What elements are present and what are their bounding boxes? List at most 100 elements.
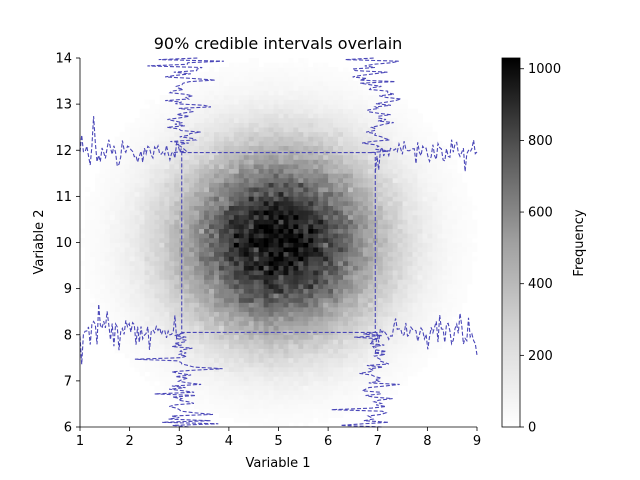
heatmap-cell: [298, 380, 304, 386]
heatmap-cell: [213, 233, 220, 239]
heatmap-cell: [338, 224, 344, 230]
heatmap-cell: [84, 187, 91, 193]
heatmap-cell: [268, 127, 274, 133]
heatmap-cell: [104, 214, 111, 220]
heatmap-cell: [218, 85, 225, 91]
heatmap-cell: [382, 320, 389, 326]
heatmap-cell: [422, 242, 428, 248]
heatmap-cell: [248, 159, 255, 165]
heatmap-cell: [129, 200, 135, 206]
x-tick-label: 1: [76, 434, 84, 449]
heatmap-cell: [333, 330, 339, 336]
heatmap-cell: [442, 145, 448, 151]
heatmap-cell: [367, 117, 374, 123]
heatmap-cell: [164, 237, 170, 243]
y-tick-label: 12: [55, 144, 72, 159]
heatmap-cell: [283, 274, 289, 280]
heatmap-cell: [387, 297, 393, 303]
heatmap-cell: [179, 200, 185, 206]
heatmap-cell: [278, 237, 284, 243]
heatmap-cell: [94, 293, 101, 299]
heatmap-cell: [149, 311, 155, 317]
heatmap-cell: [119, 247, 126, 253]
heatmap-cell: [308, 334, 314, 340]
heatmap-cell: [367, 274, 374, 280]
heatmap-cell: [392, 159, 398, 165]
heatmap-cell: [159, 385, 165, 391]
heatmap-cell: [338, 145, 344, 151]
heatmap-cell: [238, 154, 245, 160]
heatmap-cell: [318, 274, 324, 280]
heatmap-cell: [99, 297, 106, 303]
heatmap-cell: [253, 265, 259, 271]
heatmap-cell: [313, 145, 319, 151]
heatmap-cell: [119, 224, 126, 230]
heatmap-cell: [204, 390, 210, 396]
heatmap-cell: [248, 394, 255, 400]
heatmap-cell: [238, 284, 245, 289]
heatmap-cell: [377, 260, 384, 266]
heatmap-cell: [253, 320, 259, 326]
heatmap-cell: [447, 293, 453, 299]
heatmap-cell: [323, 380, 329, 386]
heatmap-cell: [407, 159, 413, 165]
heatmap-cell: [89, 233, 96, 239]
heatmap-cell: [144, 113, 150, 119]
heatmap-cell: [184, 127, 190, 133]
heatmap-cell: [377, 270, 384, 276]
heatmap-cell: [213, 353, 220, 359]
heatmap-cell: [367, 219, 374, 225]
heatmap-cell: [357, 357, 364, 363]
heatmap-cell: [323, 67, 329, 73]
heatmap-cell: [472, 224, 478, 230]
heatmap-cell: [94, 237, 101, 243]
heatmap-cell: [258, 205, 264, 211]
heatmap-cell: [238, 113, 245, 119]
heatmap-cell: [352, 136, 359, 142]
heatmap-cell: [119, 150, 126, 156]
heatmap-cell: [80, 228, 86, 234]
heatmap-cell: [288, 173, 294, 179]
heatmap-cell: [204, 353, 210, 359]
heatmap-cell: [407, 154, 413, 160]
heatmap-cell: [288, 357, 294, 363]
heatmap-cell: [387, 173, 393, 179]
heatmap-cell: [144, 293, 150, 299]
heatmap-cell: [184, 242, 190, 248]
heatmap-cell: [94, 297, 101, 303]
heatmap-cell: [204, 279, 210, 285]
heatmap-cell: [308, 127, 314, 133]
heatmap-cell: [457, 288, 463, 294]
heatmap-cell: [238, 353, 245, 359]
heatmap-cell: [427, 274, 433, 280]
heatmap-cell: [303, 339, 309, 345]
heatmap-cell: [333, 380, 339, 386]
heatmap-cell: [362, 191, 369, 197]
heatmap-cell: [218, 159, 225, 165]
heatmap-cell: [213, 260, 220, 266]
heatmap-cell: [129, 205, 135, 211]
heatmap-cell: [248, 307, 255, 313]
heatmap-cell: [253, 390, 259, 396]
heatmap-cell: [362, 302, 369, 308]
heatmap-cell: [218, 90, 225, 96]
heatmap-cell: [273, 274, 279, 280]
heatmap-cell: [422, 150, 428, 156]
heatmap-cell: [288, 348, 294, 354]
heatmap-cell: [253, 422, 259, 428]
heatmap-cell: [318, 117, 324, 123]
heatmap-cell: [104, 150, 111, 156]
heatmap-cell: [432, 233, 438, 239]
heatmap-cell: [268, 191, 274, 197]
heatmap-cell: [194, 224, 200, 230]
heatmap-cell: [223, 90, 230, 96]
heatmap-cell: [308, 182, 314, 188]
heatmap-cell: [199, 90, 205, 96]
heatmap-cell: [467, 242, 473, 248]
heatmap-cell: [124, 279, 130, 285]
heatmap-cell: [372, 127, 379, 133]
heatmap-cell: [248, 182, 255, 188]
heatmap-cell: [387, 302, 393, 308]
heatmap-cell: [213, 173, 220, 179]
heatmap-cell: [283, 237, 289, 243]
